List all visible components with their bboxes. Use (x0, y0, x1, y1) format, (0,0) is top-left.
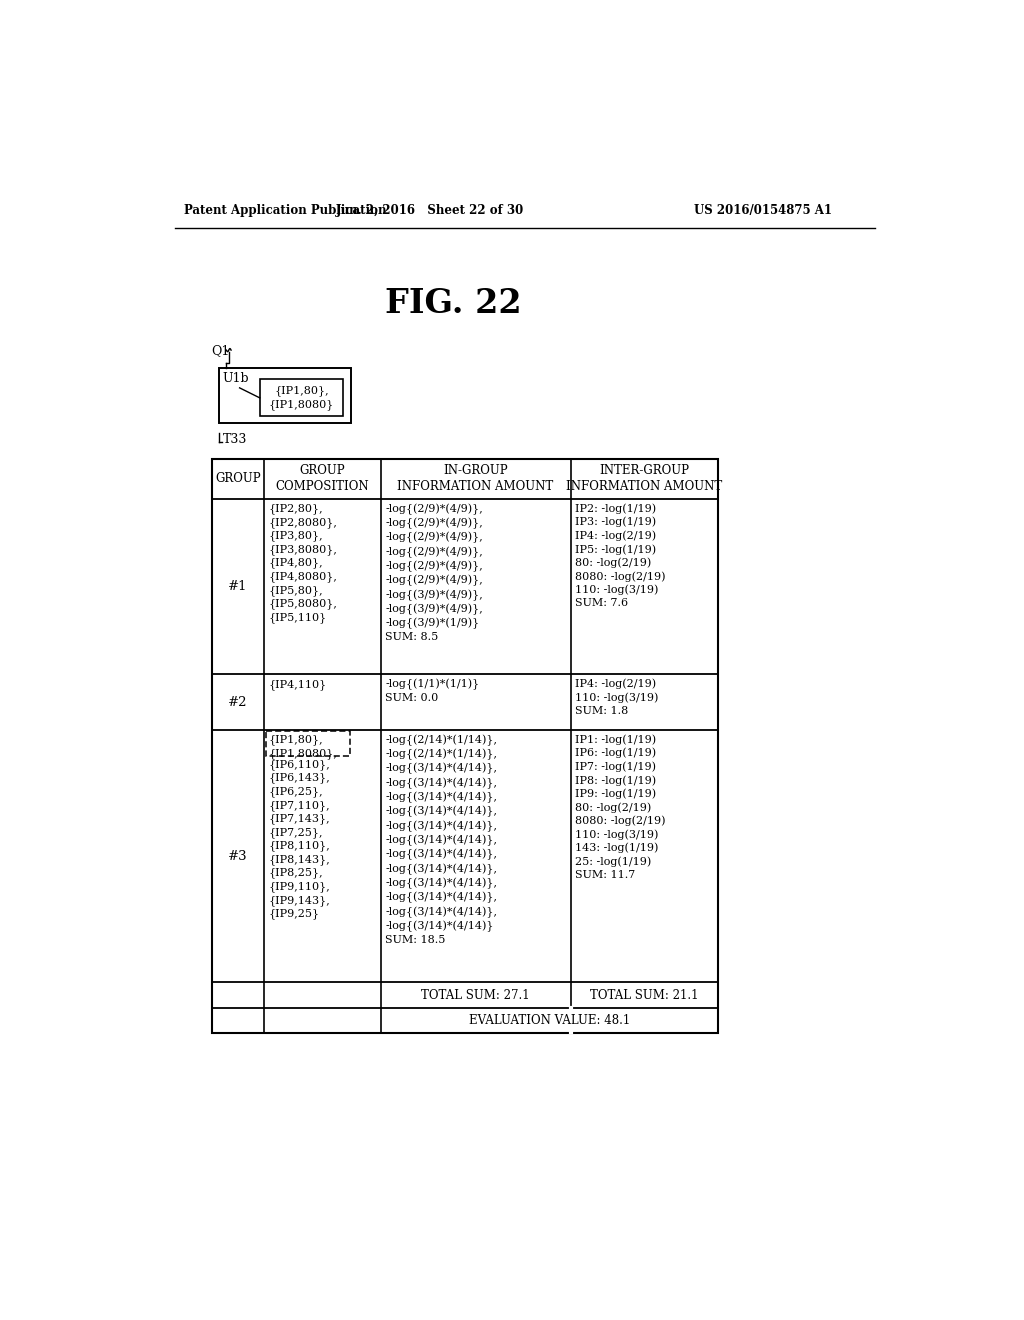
Bar (266, 731, 349, 756)
Text: Q1: Q1 (211, 343, 229, 356)
Bar (260, 379, 343, 416)
Text: Patent Application Publication: Patent Application Publication (183, 205, 386, 218)
Text: {IP1,80},
{IP1,8080},: {IP1,80}, {IP1,8080}, (269, 734, 338, 759)
Text: IP4: -log(2/19)
110: -log(3/19)
SUM: 1.8: IP4: -log(2/19) 110: -log(3/19) SUM: 1.8 (575, 678, 658, 715)
Text: GROUP
COMPOSITION: GROUP COMPOSITION (275, 465, 370, 494)
Text: IP1: -log(1/19)
IP6: -log(1/19)
IP7: -log(1/19)
IP8: -log(1/19)
IP9: -log(1/19)
: IP1: -log(1/19) IP6: -log(1/19) IP7: -lo… (575, 734, 666, 879)
Text: #2: #2 (228, 696, 248, 709)
Text: #1: #1 (228, 579, 248, 593)
Text: EVALUATION VALUE: 48.1: EVALUATION VALUE: 48.1 (469, 1014, 630, 1027)
Text: -log{(2/9)*(4/9)},
-log{(2/9)*(4/9)},
-log{(2/9)*(4/9)},
-log{(2/9)*(4/9)},
-log: -log{(2/9)*(4/9)}, -log{(2/9)*(4/9)}, -l… (385, 503, 483, 643)
Text: US 2016/0154875 A1: US 2016/0154875 A1 (693, 205, 831, 218)
Text: {IP2,80},
{IP2,8080},
{IP3,80},
{IP3,8080},
{IP4,80},
{IP4,8080},
{IP5,80},
{IP5: {IP2,80}, {IP2,8080}, {IP3,80}, {IP3,808… (269, 503, 338, 623)
Text: -log{(1/1)*(1/1)}
SUM: 0.0: -log{(1/1)*(1/1)} SUM: 0.0 (385, 678, 479, 704)
Text: {IP4,110}: {IP4,110} (269, 678, 328, 690)
Bar (219, 368, 351, 424)
Text: TOTAL SUM: 21.1: TOTAL SUM: 21.1 (590, 989, 698, 1002)
Text: GROUP: GROUP (215, 473, 261, 486)
Text: IP2: -log(1/19)
IP3: -log(1/19)
IP4: -log(2/19)
IP5: -log(1/19)
80: -log(2/19)
8: IP2: -log(1/19) IP3: -log(1/19) IP4: -lo… (575, 503, 666, 609)
Text: #3: #3 (228, 850, 248, 862)
Text: -log{(2/14)*(1/14)},
-log{(2/14)*(1/14)},
-log{(3/14)*(4/14)},
-log{(3/14)*(4/14: -log{(2/14)*(1/14)}, -log{(2/14)*(1/14)}… (385, 734, 498, 945)
Text: INTER-GROUP
INFORMATION AMOUNT: INTER-GROUP INFORMATION AMOUNT (566, 465, 722, 494)
Text: IN-GROUP
INFORMATION AMOUNT: IN-GROUP INFORMATION AMOUNT (397, 465, 554, 494)
Text: {IP6,110},
{IP6,143},
{IP6,25},
{IP7,110},
{IP7,143},
{IP7,25},
{IP8,110},
{IP8,: {IP6,110}, {IP6,143}, {IP6,25}, {IP7,110… (269, 759, 331, 919)
Text: U1b: U1b (222, 372, 249, 385)
Bar (212, 459, 718, 1034)
Text: T33: T33 (222, 433, 247, 446)
Text: {IP1,80},
{IP1,8080}: {IP1,80}, {IP1,8080} (269, 385, 334, 411)
Text: FIG. 22: FIG. 22 (385, 286, 522, 319)
Text: Jun. 2, 2016   Sheet 22 of 30: Jun. 2, 2016 Sheet 22 of 30 (336, 205, 524, 218)
Text: TOTAL SUM: 27.1: TOTAL SUM: 27.1 (421, 989, 529, 1002)
